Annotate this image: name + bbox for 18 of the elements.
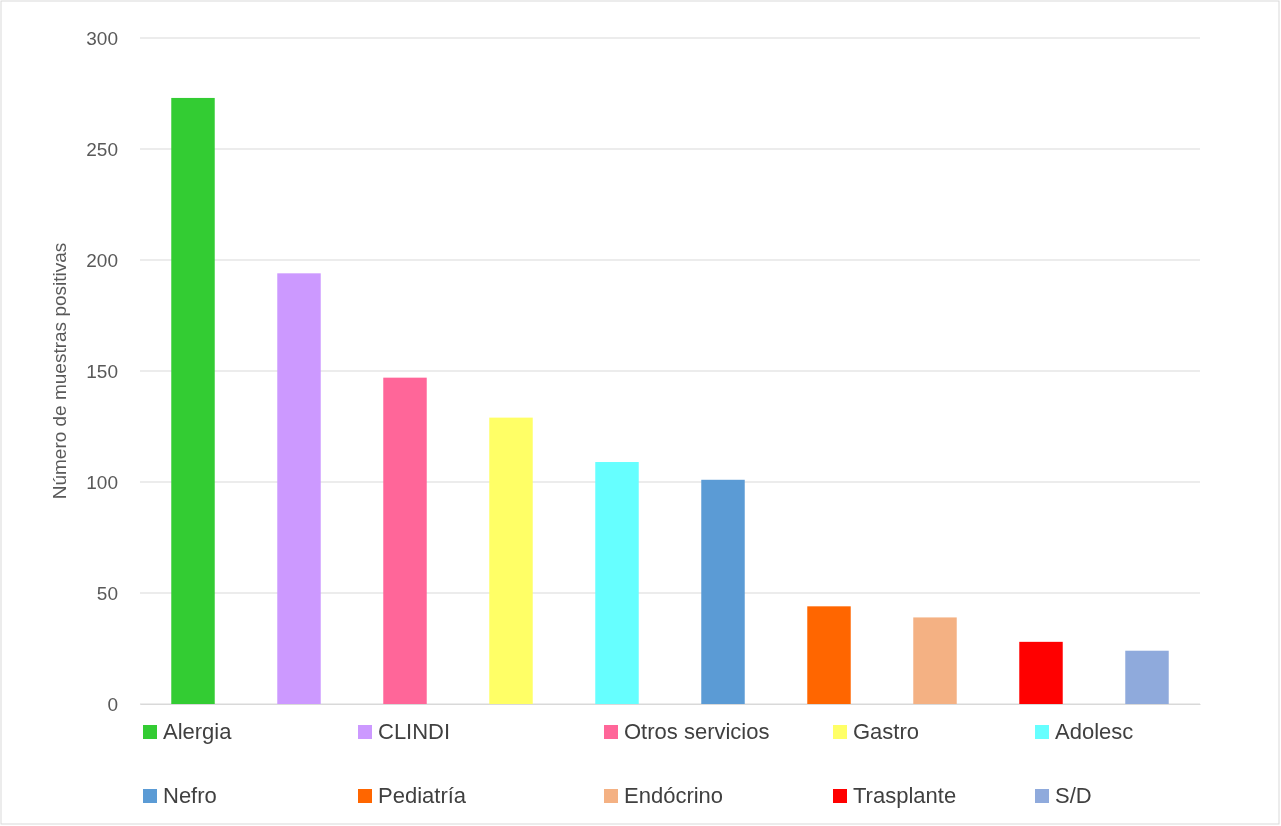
legend-label: S/D <box>1055 783 1092 808</box>
legend-label: Trasplante <box>853 783 957 808</box>
legend-label: Gastro <box>853 719 920 744</box>
y-tick-label: 100 <box>86 471 118 493</box>
y-tick-label: 250 <box>86 138 118 160</box>
legend-label: Endócrino <box>624 783 724 808</box>
legend-label: Nefro <box>163 783 217 808</box>
y-axis-title: Número de muestras positivas <box>49 242 70 500</box>
legend-label: Adolesc <box>1055 719 1134 744</box>
y-tick-label: 300 <box>86 27 118 49</box>
y-tick-label: 0 <box>107 693 118 715</box>
legend-label: Otros servicios <box>624 719 770 744</box>
legend-label: CLINDI <box>378 719 451 744</box>
y-tick-label: 150 <box>86 360 118 382</box>
legend-label: Pediatría <box>378 783 467 808</box>
y-tick-label: 200 <box>86 249 118 271</box>
y-tick-label: 50 <box>96 582 118 604</box>
legend-label: Alergia <box>163 719 233 744</box>
